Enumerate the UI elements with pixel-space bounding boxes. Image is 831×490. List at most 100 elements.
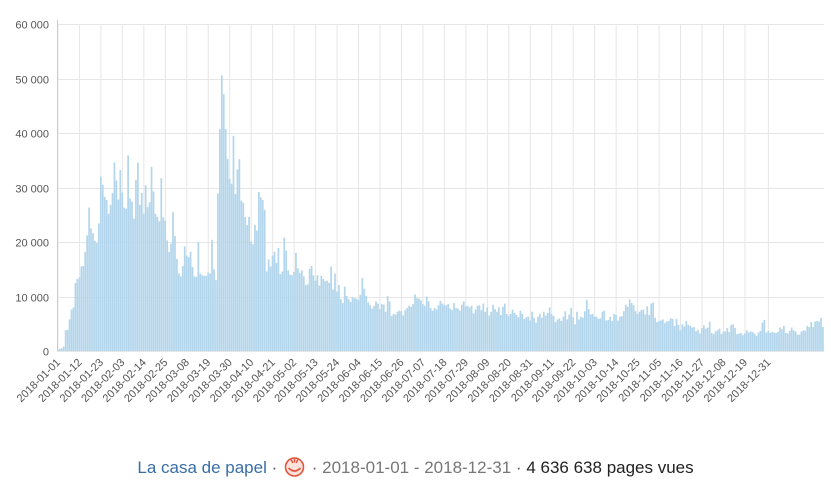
bar	[650, 303, 653, 351]
bar	[312, 275, 315, 351]
bar	[570, 307, 572, 351]
bar	[256, 230, 258, 351]
bar	[576, 311, 578, 351]
bar	[220, 75, 223, 351]
bar	[97, 223, 100, 351]
bar	[439, 300, 442, 351]
bar	[129, 198, 131, 351]
bar	[488, 315, 491, 351]
bar	[636, 313, 639, 351]
bar	[117, 199, 120, 351]
bar	[115, 180, 118, 351]
bar	[316, 275, 319, 351]
bar	[796, 334, 799, 351]
bar	[743, 333, 746, 351]
bar	[199, 273, 202, 351]
bar	[451, 310, 453, 352]
bar	[308, 268, 311, 351]
bar	[459, 310, 461, 351]
bar	[718, 328, 721, 351]
bar	[131, 201, 133, 351]
bar	[781, 329, 783, 351]
bar	[771, 331, 774, 351]
bar	[544, 315, 547, 351]
bar	[652, 302, 654, 351]
bar	[78, 277, 81, 351]
bar	[371, 308, 373, 351]
bar	[416, 298, 418, 351]
bar	[236, 169, 239, 351]
bar	[523, 318, 526, 351]
bar	[695, 331, 697, 351]
bar	[742, 335, 744, 351]
bar	[252, 244, 254, 351]
bar	[390, 316, 393, 351]
bar	[347, 299, 350, 351]
bar	[539, 313, 541, 351]
bar	[630, 303, 633, 351]
bar	[217, 193, 219, 351]
bar	[728, 331, 731, 351]
pageviews-logo-icon	[284, 457, 305, 477]
bar	[277, 248, 280, 351]
bar	[164, 220, 167, 351]
bar	[777, 331, 779, 351]
bar	[377, 303, 379, 351]
bar	[486, 307, 489, 351]
bar	[699, 333, 701, 351]
bar	[209, 273, 211, 351]
bar	[755, 335, 758, 351]
bar	[285, 250, 288, 351]
bar	[511, 309, 514, 351]
bar	[783, 325, 785, 351]
bar	[343, 286, 346, 351]
bar	[187, 257, 190, 351]
bar	[234, 194, 237, 351]
bar	[380, 304, 383, 351]
bar	[359, 294, 362, 351]
y-tick-label: 10 000	[15, 293, 49, 305]
bar	[759, 330, 762, 351]
bar	[619, 316, 621, 351]
bar	[628, 299, 631, 351]
article-title-link[interactable]: La casa de papel	[137, 458, 267, 477]
bar	[197, 242, 200, 351]
bar	[427, 301, 430, 351]
bar	[617, 320, 619, 351]
bar	[158, 221, 161, 351]
bar	[581, 317, 584, 351]
bar	[738, 333, 740, 351]
bar	[398, 310, 401, 351]
y-tick-label: 60 000	[15, 20, 49, 32]
bar	[761, 322, 764, 351]
y-tick-label: 40 000	[15, 129, 49, 141]
y-tick-label: 50 000	[15, 75, 49, 87]
bar	[351, 297, 354, 351]
bar	[406, 307, 409, 351]
bar	[704, 328, 707, 351]
bar	[468, 307, 471, 351]
bar	[386, 295, 389, 351]
bar	[503, 303, 506, 351]
bar	[638, 311, 641, 351]
bar	[418, 298, 420, 351]
bar	[269, 266, 272, 351]
y-tick-label: 0	[43, 347, 49, 359]
bar	[790, 327, 793, 351]
bar	[125, 208, 128, 351]
bar	[798, 334, 801, 351]
bar	[445, 305, 448, 351]
bar	[127, 155, 129, 351]
bar	[64, 330, 67, 351]
bar	[205, 275, 208, 351]
bar	[478, 305, 481, 351]
bar	[382, 304, 385, 351]
bar	[367, 302, 370, 351]
bar	[178, 273, 180, 351]
bar	[662, 319, 664, 351]
bar	[763, 319, 766, 351]
bar	[732, 324, 734, 351]
bar	[693, 327, 695, 351]
bar	[784, 333, 787, 351]
bar	[185, 255, 188, 352]
